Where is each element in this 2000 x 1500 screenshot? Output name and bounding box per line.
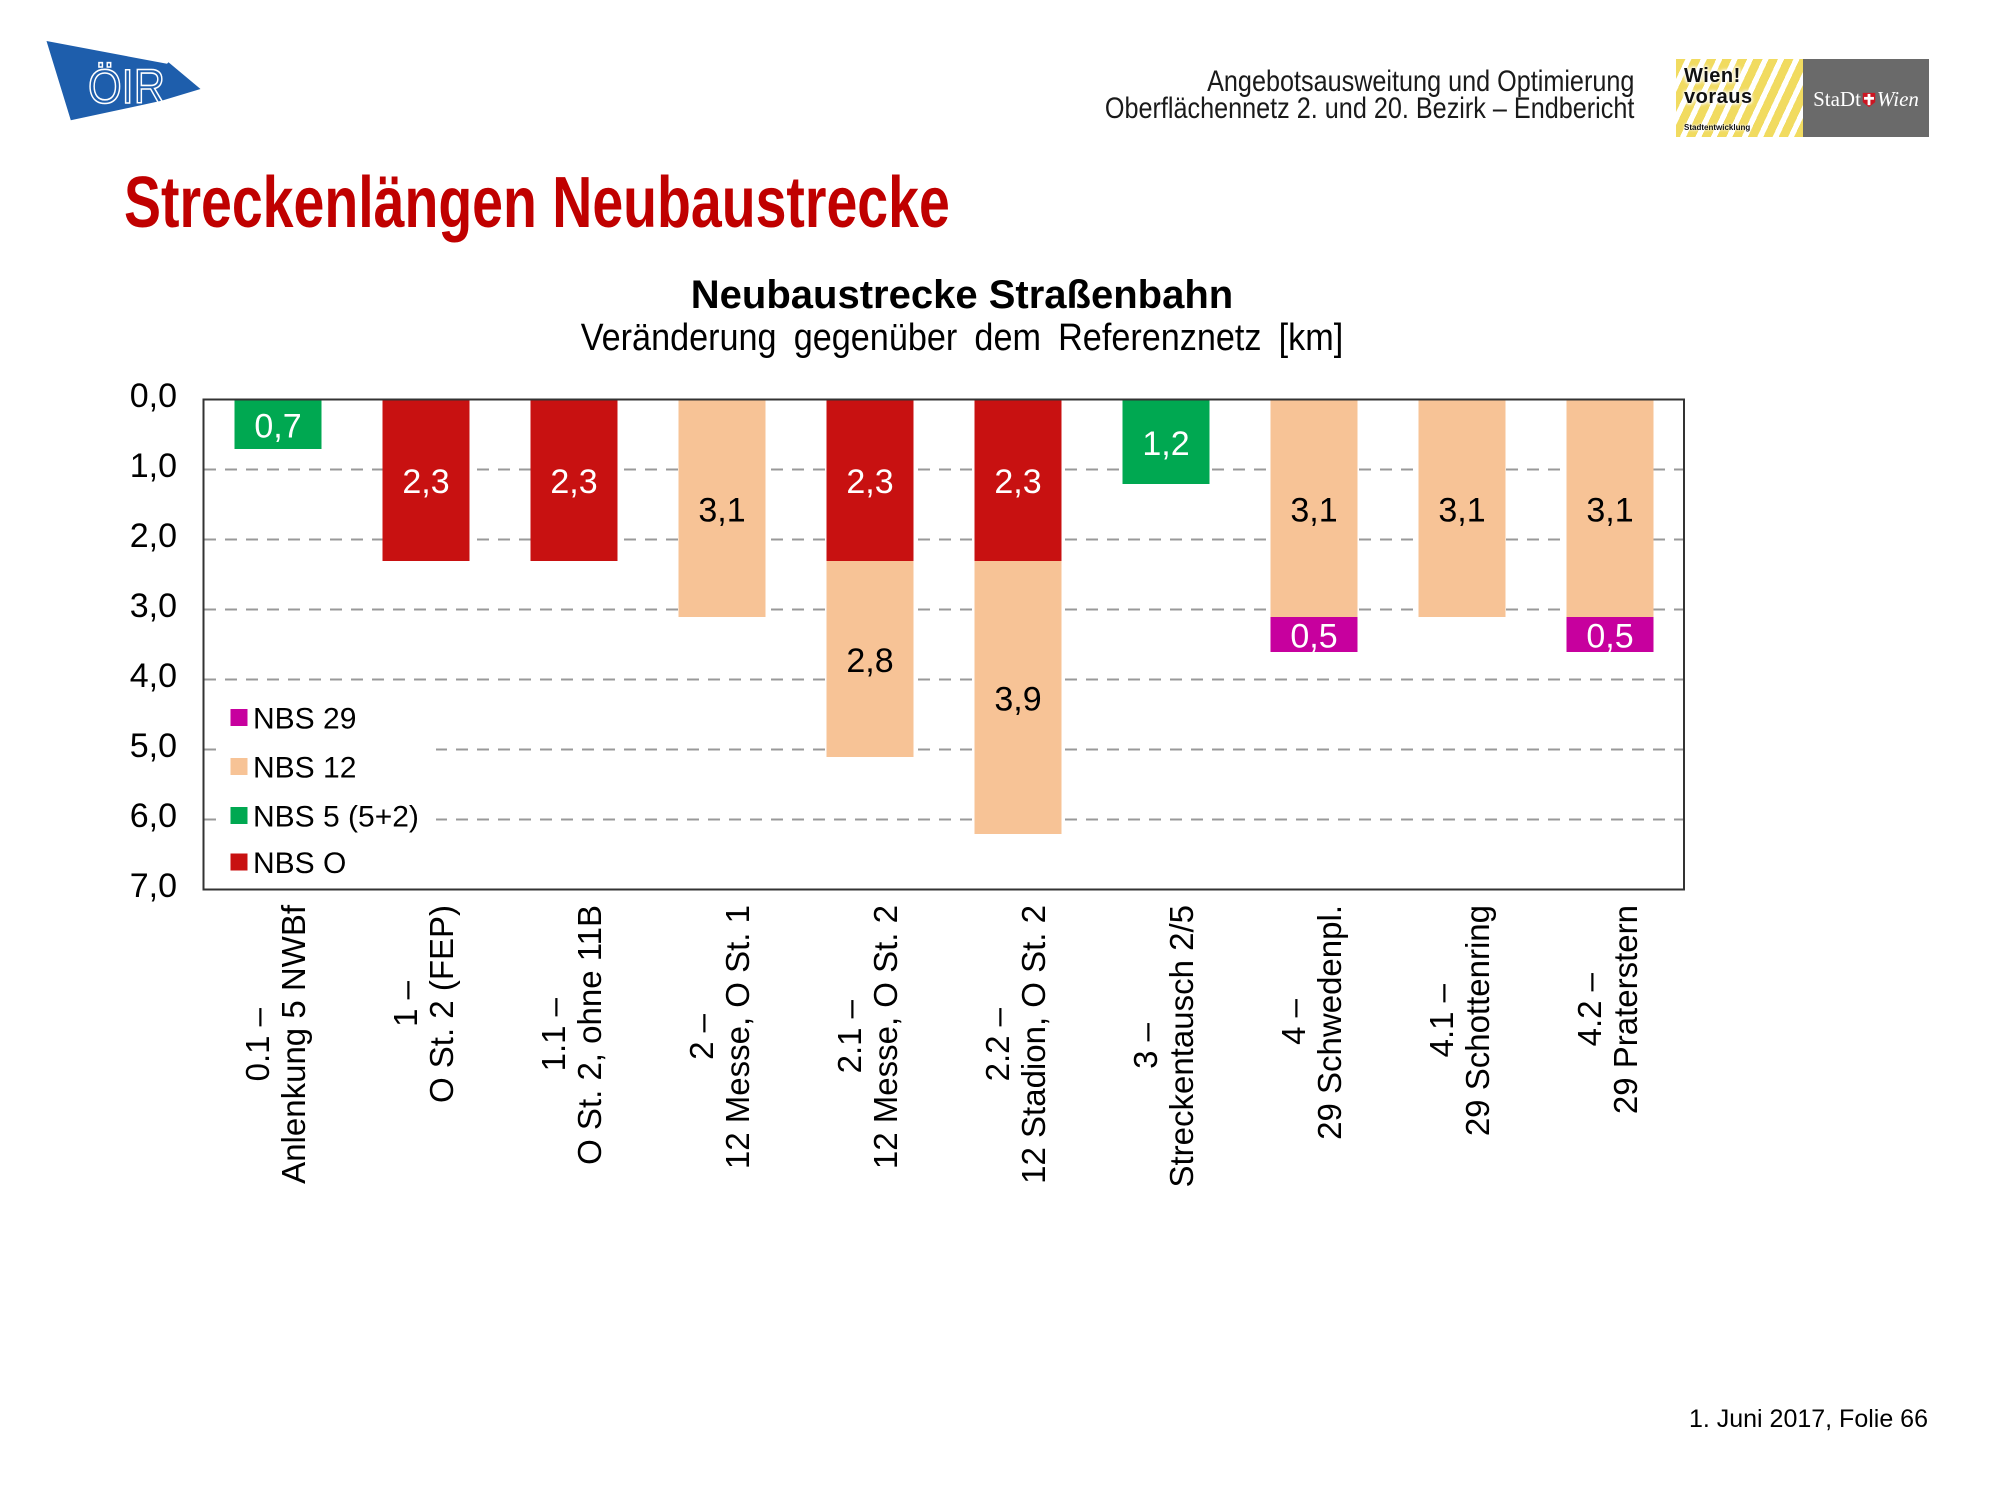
svg-text:ÖIR: ÖIR [88, 61, 165, 114]
svg-text:NBS 12: NBS 12 [253, 752, 356, 785]
svg-text:1,2: 1,2 [1142, 425, 1189, 463]
svg-text:2,3: 2,3 [402, 463, 449, 501]
svg-text:NBS 5 (5+2): NBS 5 (5+2) [253, 801, 419, 834]
svg-text:NBS O: NBS O [253, 847, 346, 880]
svg-text:0,5: 0,5 [1290, 618, 1337, 656]
svg-text:NBS 29: NBS 29 [253, 703, 356, 736]
svg-text:3,1: 3,1 [1438, 492, 1485, 530]
svg-text:3,1: 3,1 [1586, 492, 1633, 530]
svg-text:3,1: 3,1 [1290, 492, 1337, 530]
svg-text:2,8: 2,8 [846, 642, 893, 680]
svg-text:2,3: 2,3 [846, 463, 893, 501]
svg-text:3,9: 3,9 [994, 681, 1041, 719]
svg-text:0,7: 0,7 [254, 408, 301, 446]
svg-text:2,3: 2,3 [994, 463, 1041, 501]
svg-text:3,1: 3,1 [698, 492, 745, 530]
svg-text:0,5: 0,5 [1586, 618, 1633, 656]
svg-text:2,3: 2,3 [550, 463, 597, 501]
